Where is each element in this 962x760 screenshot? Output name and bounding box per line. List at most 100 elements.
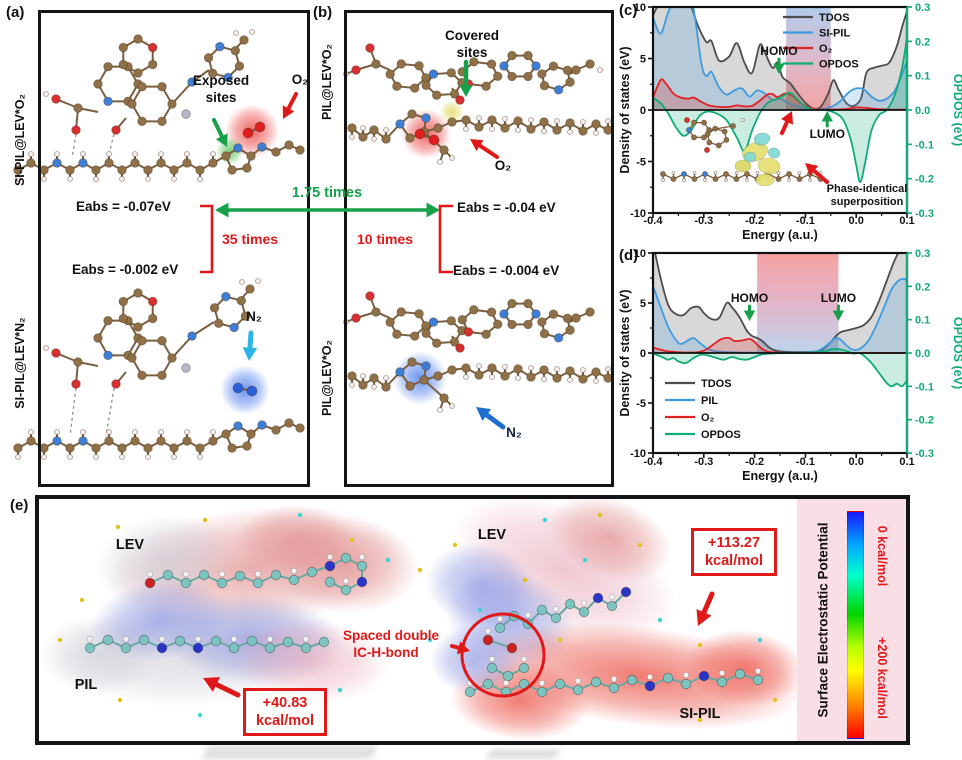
svg-text:-0.3: -0.3 bbox=[694, 215, 713, 227]
esp-value-right-line2: kcal/mol bbox=[704, 553, 764, 570]
esp-extrema-dot bbox=[297, 512, 303, 518]
svg-text:-0.4: -0.4 bbox=[644, 456, 664, 468]
esp-extrema-dot bbox=[597, 512, 603, 518]
esp-value-left-box: +40.83 kcal/mol bbox=[243, 688, 327, 737]
esp-extrema-dot bbox=[697, 642, 703, 648]
svg-text:0.3: 0.3 bbox=[915, 2, 930, 14]
svg-text:0.1: 0.1 bbox=[915, 71, 930, 83]
esp-extrema-dot bbox=[349, 537, 355, 543]
lev-label-right: LEV bbox=[477, 527, 507, 543]
svg-text:-0.3: -0.3 bbox=[694, 456, 713, 468]
svg-text:-5: -5 bbox=[636, 157, 646, 169]
esp-extrema-dot bbox=[202, 517, 208, 523]
colorbar-bottom-label: +200 kcal/mol bbox=[875, 637, 889, 719]
legend-label-PIL: PIL bbox=[701, 395, 718, 407]
esp-surface-blob bbox=[235, 505, 355, 575]
svg-text:0.0: 0.0 bbox=[915, 348, 930, 360]
exposed-sites-label-line2: sites bbox=[205, 90, 237, 105]
esp-extrema-dot bbox=[115, 524, 121, 530]
legend-label-SI-PIL: SI-PIL bbox=[819, 28, 850, 40]
legend-label-O₂: O₂ bbox=[819, 43, 833, 55]
annotation-arrows-layer bbox=[200, 59, 506, 430]
svg-text:Density of states (eV): Density of states (eV) bbox=[618, 289, 632, 416]
orbital-lobe bbox=[757, 157, 781, 175]
ic-h-bond-circle bbox=[460, 612, 546, 698]
bond-note-line2: IC-H-bond bbox=[353, 645, 419, 660]
svg-text:-0.1: -0.1 bbox=[915, 381, 934, 393]
lev-label-left: LEV bbox=[115, 537, 145, 553]
svg-text:-0.1: -0.1 bbox=[915, 139, 934, 151]
legend-label-OPDOS: OPDOS bbox=[819, 59, 859, 71]
molecular-models-canvas bbox=[13, 29, 613, 460]
svg-text:-0.3: -0.3 bbox=[915, 448, 934, 460]
esp-surface-blob bbox=[95, 514, 235, 606]
homo-lumo-gap-band bbox=[786, 7, 831, 110]
dos-chart-si-pil: -0.4 -0.3 -0.2 -0.1 0.0 0.1 -10 -5 0 5 10 -0.3 -0.2 -… bbox=[618, 2, 962, 242]
svg-text:0.1: 0.1 bbox=[915, 315, 930, 327]
esp-extrema-dot bbox=[657, 617, 663, 623]
svg-text:-0.2: -0.2 bbox=[915, 415, 934, 427]
ratio-35-times: 35 times bbox=[222, 231, 279, 247]
svg-text:0: 0 bbox=[640, 105, 646, 117]
annotation-homo: HOMO bbox=[731, 291, 768, 305]
scan-smudge-left bbox=[201, 746, 379, 759]
svg-text:-0.4: -0.4 bbox=[644, 215, 664, 227]
orbital-lobe bbox=[734, 159, 752, 173]
svg-text:-10: -10 bbox=[630, 448, 646, 460]
series-fill-PIL bbox=[653, 278, 907, 353]
esp-extrema-dot bbox=[557, 637, 563, 643]
inset-caption-line2: superposition bbox=[831, 196, 904, 208]
svg-text:0.2: 0.2 bbox=[915, 36, 930, 48]
series-line-SI-PIL bbox=[653, 7, 907, 110]
esp-extrema-dot bbox=[452, 542, 458, 548]
series-fill-O₂ bbox=[653, 337, 907, 354]
svg-text:-0.3: -0.3 bbox=[915, 208, 934, 220]
pil-label: PIL bbox=[74, 677, 98, 693]
svg-text:-0.1: -0.1 bbox=[796, 215, 815, 227]
legend-label-OPDOS: OPDOS bbox=[701, 429, 741, 441]
esp-value-right-line1: +113.27 bbox=[707, 535, 761, 551]
row-label-pil-lev-o2-bottom: PIL@LEV*O₂ bbox=[320, 339, 334, 417]
molecule-pil-lev-n2 bbox=[343, 291, 613, 413]
molecule-pil-lev-o2-top bbox=[343, 43, 613, 165]
panel-e-tag: (e) bbox=[10, 497, 29, 514]
esp-extrema-dot bbox=[522, 577, 528, 583]
molecule-si-pil-lev-o2 bbox=[13, 29, 305, 182]
eabs-b-bottom: Eabs = -0.004 eV bbox=[453, 263, 560, 278]
annotation-homo: HOMO bbox=[760, 44, 797, 58]
esp-extrema-dot bbox=[582, 557, 588, 563]
panel-d-tag: (d) bbox=[619, 247, 639, 264]
svg-text:0.0: 0.0 bbox=[849, 215, 864, 227]
esp-extrema-dot bbox=[427, 637, 433, 643]
svg-text:-0.2: -0.2 bbox=[915, 174, 934, 186]
colorbar-gradient bbox=[847, 511, 864, 739]
series-line-TDOS bbox=[654, 253, 900, 353]
colorbar-top-label: 0 kcal/mol bbox=[875, 525, 889, 587]
esp-extrema-dot bbox=[542, 517, 548, 523]
row-label-si-pil-lev-n2: SI-PIL@LEV*N₂ bbox=[13, 317, 27, 409]
homo-lumo-gap-band bbox=[757, 253, 839, 353]
colorbar-title: Surface Electrostatic Potential bbox=[815, 522, 831, 718]
ratio-10-times: 10 times bbox=[357, 231, 414, 247]
esp-extrema-dot bbox=[57, 637, 63, 643]
svg-text:-10: -10 bbox=[630, 208, 646, 220]
svg-text:0.0: 0.0 bbox=[849, 456, 864, 468]
esp-surface-blob bbox=[685, 629, 797, 707]
svg-text:5: 5 bbox=[640, 298, 646, 310]
panel-a-tag: (a) bbox=[6, 4, 25, 21]
esp-extrema-dot bbox=[417, 567, 423, 573]
svg-text:-0.2: -0.2 bbox=[745, 215, 764, 227]
esp-value-right-box: +113.27 kcal/mol bbox=[691, 528, 777, 577]
scan-smudge-right bbox=[485, 749, 561, 759]
esp-extrema-dot bbox=[757, 637, 763, 643]
esp-surface-blob bbox=[547, 499, 673, 582]
esp-extrema-dot bbox=[772, 697, 778, 703]
series-line-O₂ bbox=[653, 78, 907, 111]
esp-extrema-dot bbox=[385, 557, 391, 563]
svg-text:-0.1: -0.1 bbox=[796, 456, 815, 468]
svg-text:Density of states (eV): Density of states (eV) bbox=[618, 46, 632, 173]
esp-surface-blob bbox=[425, 542, 535, 628]
esp-surfaces-canvas bbox=[40, 499, 797, 741]
row-label-si-pil-lev-o2: SI-PIL@LEV*O₂ bbox=[13, 93, 27, 187]
svg-text:Energy (a.u.): Energy (a.u.) bbox=[742, 228, 818, 242]
